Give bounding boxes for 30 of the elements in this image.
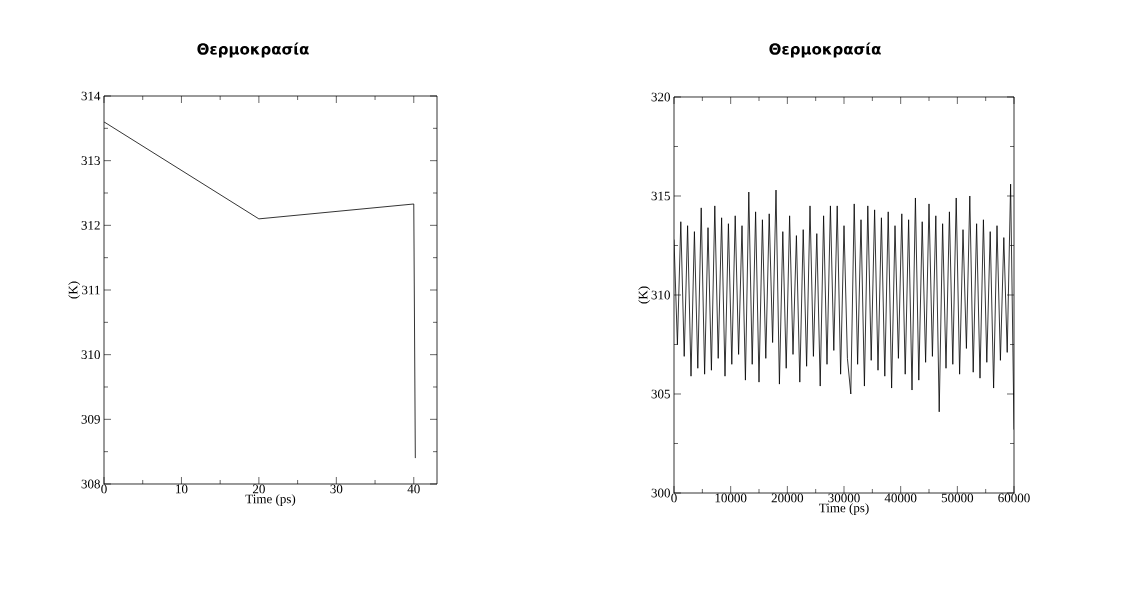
- chart-title: Θερμοκρασία: [769, 42, 881, 58]
- x-axis-title: Time (ps): [245, 494, 296, 506]
- y-tick-label: 305: [651, 389, 670, 399]
- y-tick-label: 309: [81, 414, 100, 424]
- y-axis-title: (K): [638, 286, 651, 304]
- y-tick-label: 310: [81, 350, 100, 360]
- x-tick-label: 20000: [771, 493, 804, 503]
- y-tick-label: 310: [651, 290, 670, 300]
- y-tick-label: 308: [81, 479, 100, 489]
- x-tick-label: 40000: [884, 493, 917, 503]
- x-axis-title: Time (ps): [819, 503, 869, 515]
- x-tick-label: 30: [330, 484, 343, 494]
- chart-title: Θερμοκρασία: [197, 42, 309, 58]
- y-tick-label: 312: [81, 220, 100, 230]
- y-tick-label: 314: [81, 91, 101, 101]
- x-tick-label: 60000: [998, 493, 1030, 503]
- y-tick-label: 300: [651, 488, 670, 498]
- x-tick-label: 0: [671, 493, 677, 503]
- y-tick-label: 311: [82, 285, 100, 295]
- y-tick-label: 313: [81, 156, 100, 166]
- x-tick-label: 10: [176, 484, 188, 494]
- x-tick-label: 0: [101, 484, 107, 494]
- x-tick-label: 10000: [715, 493, 747, 503]
- x-tick-label: 50000: [941, 493, 974, 503]
- y-axis-title: (K): [68, 281, 81, 299]
- x-tick-label: 20: [252, 484, 265, 494]
- y-tick-label: 320: [651, 92, 670, 102]
- x-tick-label: 30000: [828, 493, 860, 503]
- x-tick-label: 40: [407, 484, 420, 494]
- y-tick-label: 315: [651, 191, 670, 201]
